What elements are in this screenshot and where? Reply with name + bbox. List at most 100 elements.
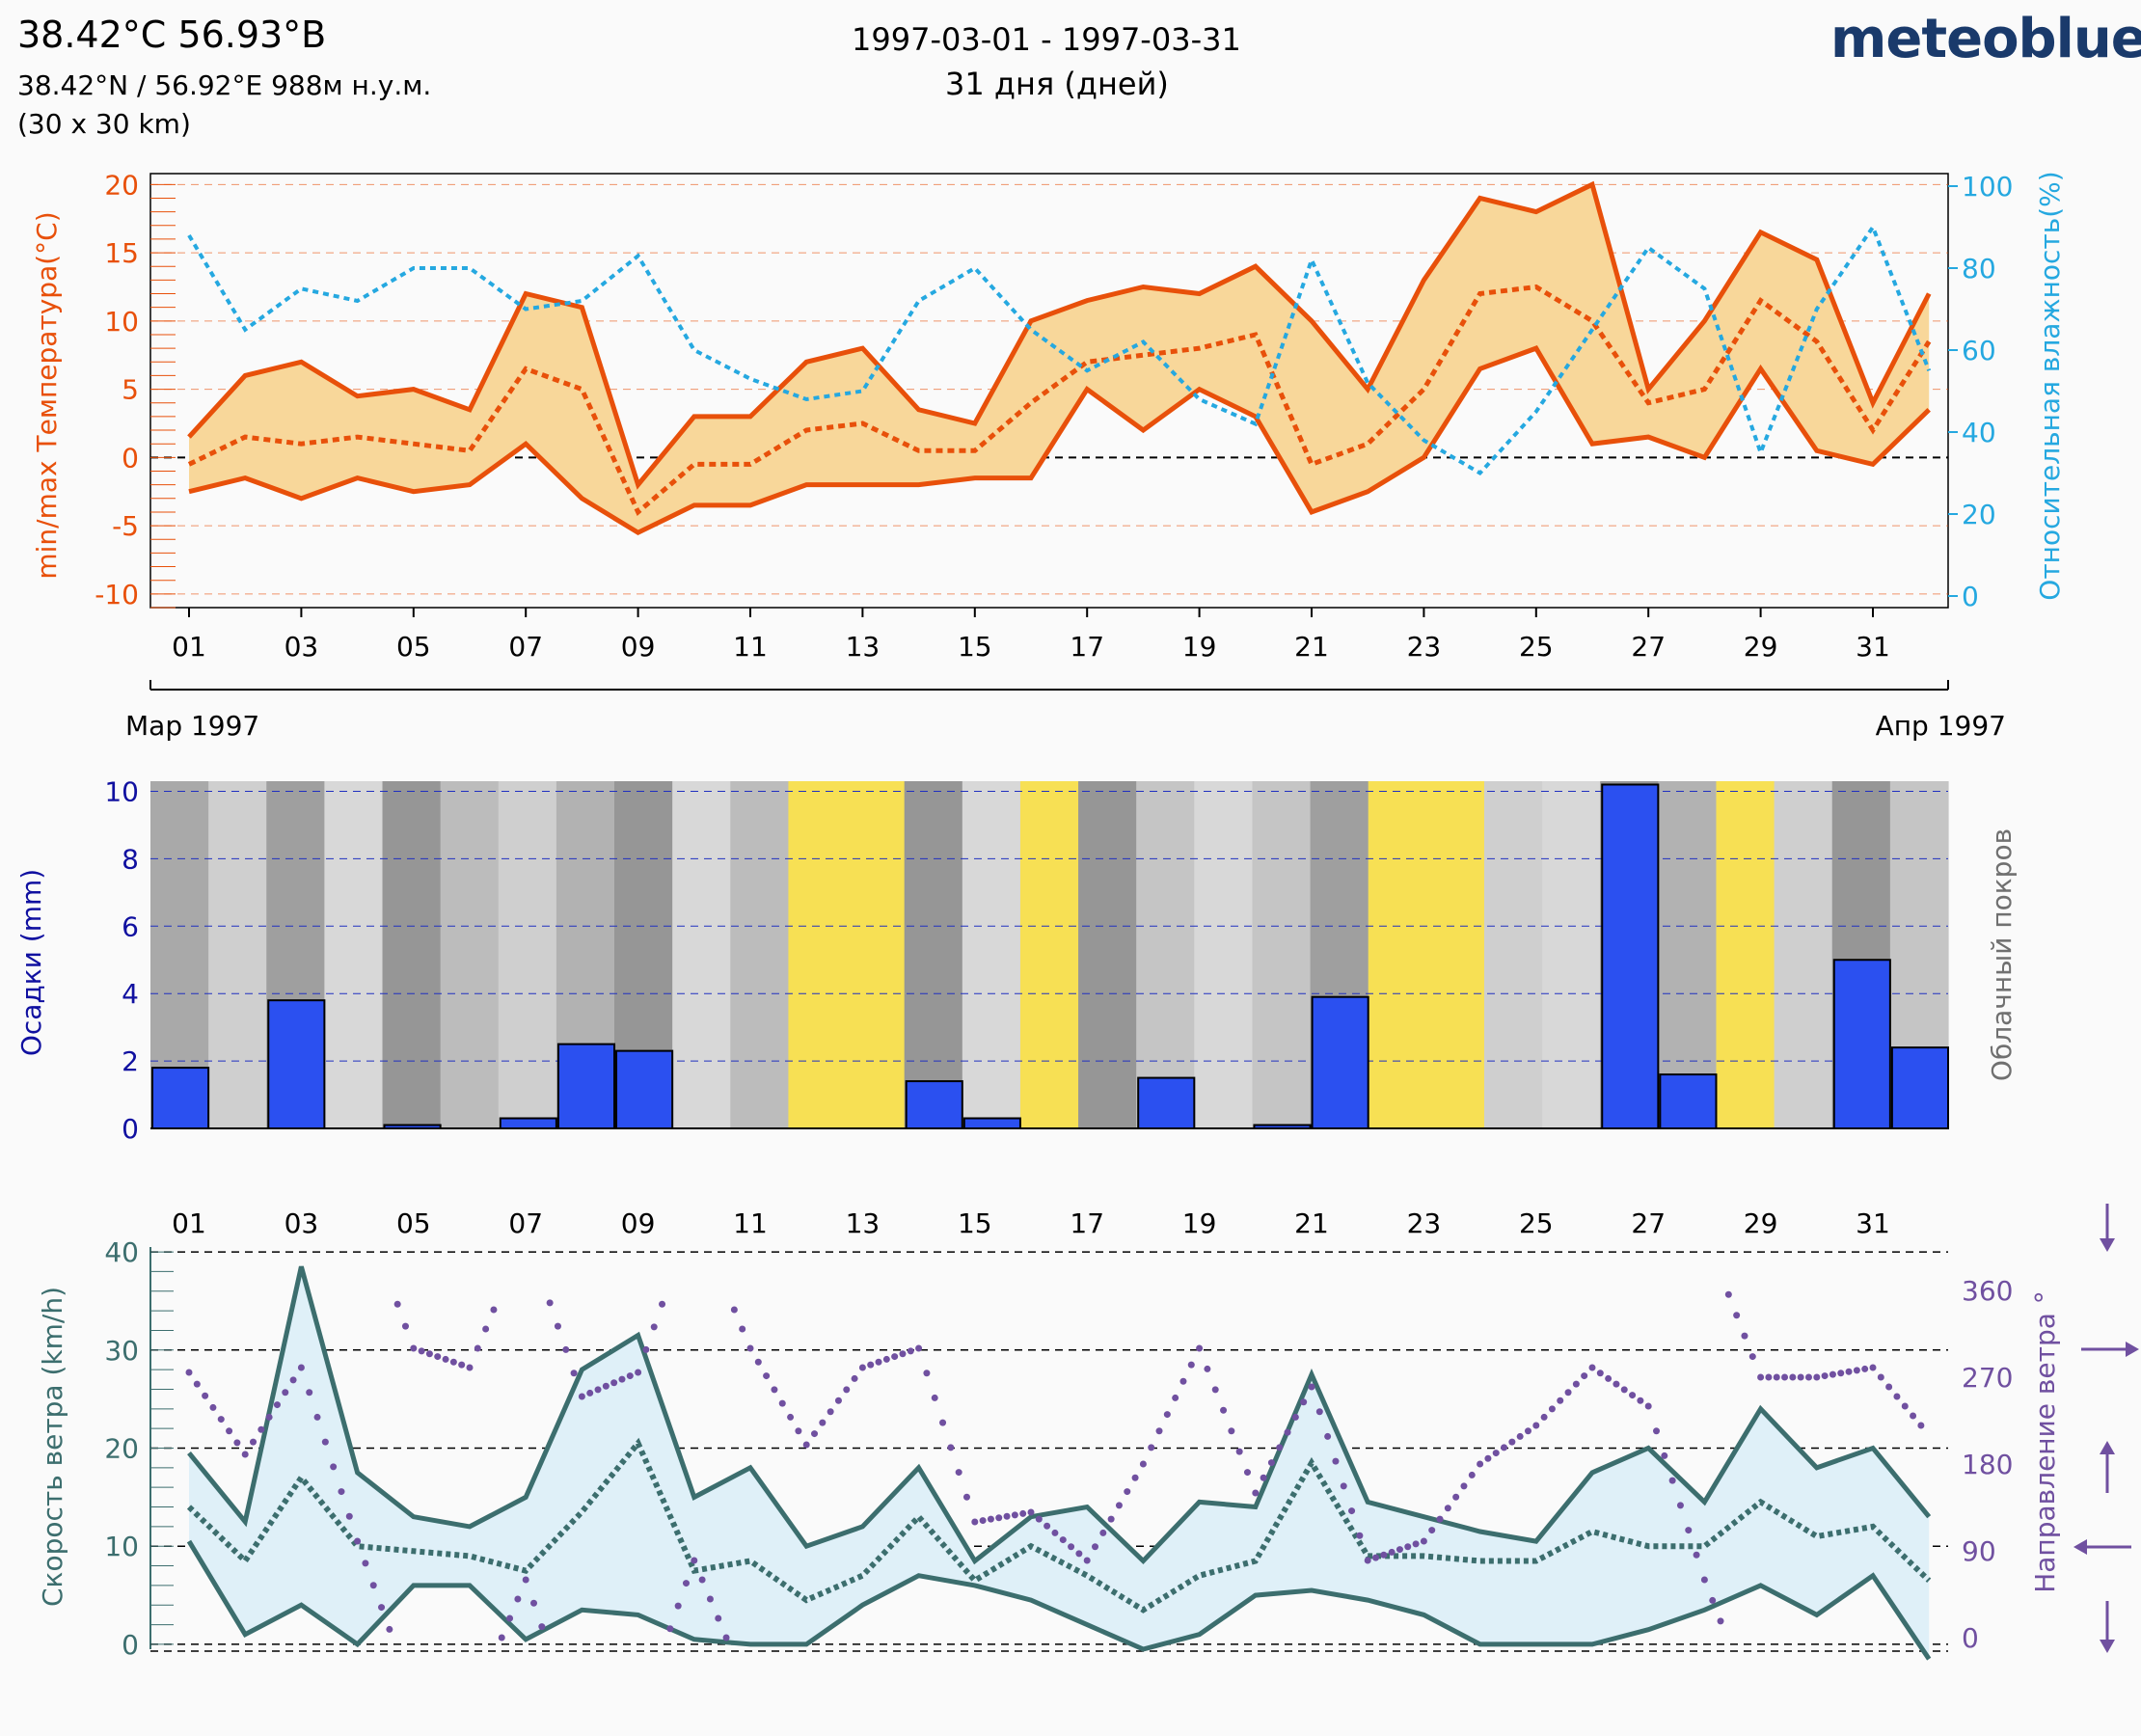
wind-min-line <box>186 1539 1932 1661</box>
wind-direction-point <box>442 1355 449 1363</box>
wind-direction-point <box>1107 1515 1115 1523</box>
wind-direction-point <box>674 1602 682 1610</box>
cloud-cover-band <box>440 781 500 1128</box>
wind-direction-point <box>858 1364 866 1371</box>
wind-direction-point <box>1276 1444 1284 1451</box>
wind-direction-point <box>1524 1427 1531 1435</box>
precip-tick-label: 0 <box>122 1113 139 1145</box>
wind-date-tick-label: 01 <box>172 1207 206 1239</box>
wind-tick-label: 40 <box>104 1236 139 1268</box>
wind-direction-point <box>995 1514 1003 1522</box>
wind-direction-point <box>1661 1451 1668 1459</box>
wind-date-tick-label: 31 <box>1856 1207 1890 1239</box>
wind-direction-point <box>289 1376 297 1384</box>
wind-direction-point <box>1653 1427 1661 1435</box>
temperature-max-line <box>187 180 1932 490</box>
wind-tick-label: 20 <box>104 1433 139 1465</box>
wind-direction-point <box>1829 1370 1836 1378</box>
date-tick-label: 11 <box>733 631 768 663</box>
cloud-cover-band <box>1194 781 1254 1128</box>
wind-direction-point <box>345 1512 353 1520</box>
day-count: 31 дня (дней) <box>945 66 1169 102</box>
wind-date-tick-label: 21 <box>1294 1207 1329 1239</box>
cloud-cover-band <box>672 781 731 1128</box>
wind-mean-line <box>186 1437 1932 1614</box>
meteoblue-logo[interactable]: meteoblue <box>1830 8 2141 70</box>
cloud-axis-title: Облачный покров <box>1986 828 2018 1081</box>
humidity-line <box>187 223 1932 476</box>
wind-direction-tick-label: 0 <box>1962 1622 1979 1654</box>
wind-direction-point <box>1148 1444 1155 1451</box>
wind-direction-point <box>979 1517 987 1525</box>
precip-bar <box>615 1049 674 1130</box>
wind-direction-point <box>1588 1364 1596 1371</box>
wind-direction-point <box>923 1370 931 1377</box>
wind-direction-point <box>907 1347 914 1355</box>
coordinates-elevation: 38.42°N / 56.92°E 988м н.у.м. <box>17 69 432 101</box>
wind-direction-axis-title: Направление ветра ° <box>2029 1290 2061 1593</box>
temperature-tick-label: -5 <box>112 510 139 542</box>
wind-direction-point <box>1315 1408 1323 1416</box>
wind-direction-point <box>730 1306 738 1314</box>
wind-direction-point <box>1003 1512 1011 1520</box>
wind-direction-point <box>1821 1372 1829 1380</box>
arrow-west-head-icon <box>2073 1539 2087 1555</box>
wind-direction-point <box>642 1345 650 1353</box>
wind-direction-point <box>1124 1488 1131 1496</box>
wind-direction-point <box>265 1413 273 1421</box>
wind-direction-point <box>867 1361 875 1369</box>
wind-direction-point <box>482 1325 490 1333</box>
wind-direction-point <box>1051 1529 1059 1536</box>
wind-direction-point <box>594 1386 602 1394</box>
wind-direction-point <box>1267 1459 1275 1467</box>
wind-direction-point <box>1308 1383 1315 1391</box>
wind-direction-point <box>522 1576 529 1584</box>
wind-direction-point <box>1436 1515 1444 1523</box>
wind-direction-point <box>1748 1353 1756 1361</box>
date-tick-label: 09 <box>621 631 656 663</box>
wind-direction-point <box>233 1439 241 1447</box>
wind-direction-point <box>257 1425 265 1433</box>
arrow-east-head-icon <box>2126 1342 2139 1357</box>
cloud-cover-band <box>1425 781 1485 1128</box>
wind-direction-point <box>698 1576 706 1584</box>
precip-axis-title: Осадки (mm) <box>15 869 47 1056</box>
temperature-mean-line <box>187 284 1932 516</box>
wind-direction-point <box>401 1322 409 1330</box>
humidity-tick-label: 80 <box>1962 253 1996 285</box>
location-title: 38.42°C 56.93°B <box>17 14 327 56</box>
temperature-tick-label: 10 <box>104 306 139 338</box>
wind-direction-point <box>1893 1393 1901 1400</box>
wind-direction-point <box>1757 1373 1765 1381</box>
wind-direction-point <box>778 1399 786 1407</box>
wind-direction-point <box>1412 1540 1420 1548</box>
wind-direction-point <box>273 1401 281 1409</box>
wind-direction-point <box>530 1599 538 1607</box>
wind-range-band <box>189 1266 1930 1660</box>
wind-direction-point <box>498 1634 505 1641</box>
wind-direction-point <box>1845 1368 1853 1375</box>
wind-direction-point <box>939 1419 947 1426</box>
wind-direction-point <box>546 1299 554 1307</box>
wind-direction-point <box>659 1300 666 1308</box>
wind-direction-point <box>1196 1344 1204 1352</box>
date-tick-label: 05 <box>396 631 431 663</box>
temperature-tick-label: 5 <box>122 374 139 406</box>
wind-date-tick-label: 27 <box>1631 1207 1666 1239</box>
cloud-cover-band <box>1658 781 1718 1128</box>
date-tick-label: 27 <box>1631 631 1666 663</box>
wind-direction-point <box>474 1344 481 1352</box>
wind-date-tick-label: 17 <box>1070 1207 1104 1239</box>
wind-direction-point <box>682 1580 690 1587</box>
wind-direction-point <box>185 1369 193 1376</box>
wind-direction-point <box>1324 1432 1332 1440</box>
wind-direction-point <box>1637 1397 1644 1404</box>
wind-direction-point <box>1532 1422 1540 1429</box>
wind-direction-point <box>834 1397 842 1404</box>
precip-bar <box>1311 995 1369 1130</box>
wind-direction-point <box>1901 1402 1909 1410</box>
wind-direction-point <box>931 1394 938 1401</box>
temperature-tick-label: 15 <box>104 237 139 269</box>
precip-bar <box>1890 1046 1950 1129</box>
wind-direction-point <box>1765 1373 1773 1381</box>
